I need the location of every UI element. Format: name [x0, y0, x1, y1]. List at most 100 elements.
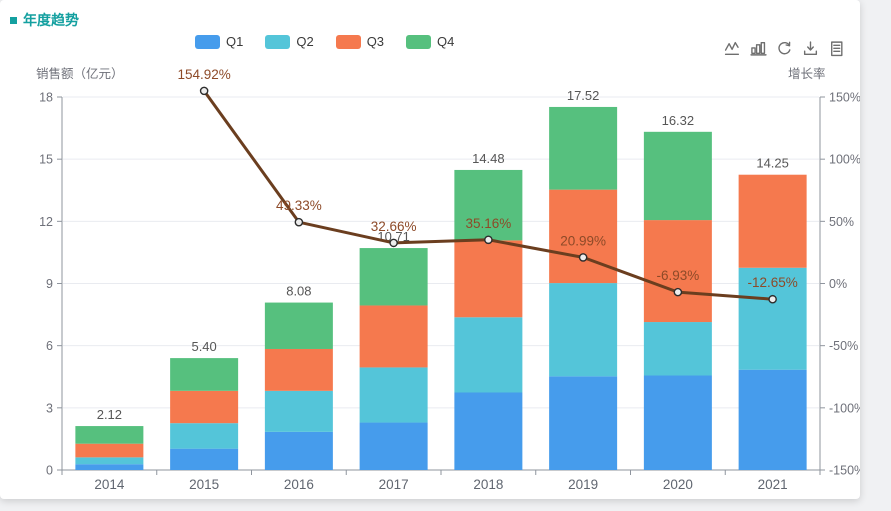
bar-2015-q1[interactable]: [170, 448, 239, 470]
toggle-bar-chart-icon[interactable]: [750, 40, 767, 57]
toggle-line-chart-icon[interactable]: [724, 40, 741, 57]
bar-2016-q3[interactable]: [264, 348, 333, 391]
bar-total-label: 5.40: [191, 339, 216, 354]
bar-2015-q3[interactable]: [170, 390, 239, 424]
bar-2019-q4[interactable]: [549, 106, 618, 190]
legend-swatch-q3-icon: [335, 34, 361, 49]
growth-point-label: 20.99%: [560, 233, 606, 248]
x-axis-label: 2017: [379, 477, 409, 492]
bar-total-label: 16.32: [662, 113, 695, 128]
right-axis-tick-label: 100%: [829, 153, 860, 167]
legend-item-q1[interactable]: Q1: [195, 34, 243, 49]
bar-2020-q2[interactable]: [643, 322, 712, 376]
right-axis-tick-label: -50%: [829, 339, 858, 353]
bar-2016-q2[interactable]: [264, 390, 333, 432]
bar-2016-q4[interactable]: [264, 302, 333, 349]
bar-2020-q1[interactable]: [643, 375, 712, 470]
bar-2021-q2[interactable]: [738, 267, 807, 370]
chart-card: 年度趋势 Q1 Q2 Q3 Q4 销售额（亿元） 增长率 0 3 6 9 12 15 18 -150…: [0, 0, 860, 499]
bar-2018-q4[interactable]: [454, 169, 523, 241]
bar-2021-q3[interactable]: [738, 174, 807, 268]
bar-2017-q2[interactable]: [359, 367, 428, 423]
bar-2017-q1[interactable]: [359, 422, 428, 470]
x-axis-label: 2016: [284, 477, 314, 492]
growth-point-2018[interactable]: [484, 235, 493, 245]
bar-2019-q2[interactable]: [549, 283, 618, 377]
growth-point-2021[interactable]: [768, 294, 777, 304]
bar-total-label: 14.25: [756, 156, 789, 171]
legend-swatch-q1-icon: [195, 34, 220, 49]
growth-point-2015[interactable]: [199, 86, 209, 96]
bar-total-label: 2.12: [97, 407, 122, 422]
legend-item-q3[interactable]: Q3: [335, 34, 385, 49]
x-axis-label: 2019: [568, 477, 598, 492]
bar-2021-q1[interactable]: [738, 369, 807, 470]
page-title: 年度趋势: [23, 12, 79, 28]
legend-label: Q4: [437, 34, 455, 49]
growth-point-label: 49.33%: [276, 198, 322, 213]
bar-2014-q3[interactable]: [75, 443, 144, 458]
growth-point-2020[interactable]: [673, 287, 683, 297]
growth-rate-line[interactable]: 154.92% 49.33% 32.66% 35.16% 20.99% -6.93% -12…: [177, 67, 798, 304]
data-view-icon[interactable]: [828, 40, 845, 57]
x-axis-label: 2014: [94, 477, 125, 492]
bar-2020-q4[interactable]: [643, 131, 712, 221]
right-axis-tick-label: -150%: [829, 464, 860, 478]
bar-total-label: 14.48: [472, 151, 505, 166]
right-axis-title: 增长率: [788, 67, 826, 81]
card-title-row: 年度趋势: [10, 10, 79, 30]
legend: Q1 Q2 Q3 Q4: [195, 34, 454, 49]
bar-2014-q1[interactable]: [75, 464, 144, 470]
legend-label: Q3: [366, 34, 385, 49]
growth-point-2017[interactable]: [389, 238, 398, 248]
right-axis-tick-label: 0%: [829, 277, 847, 291]
restore-icon[interactable]: [776, 40, 793, 57]
legend-item-q2[interactable]: Q2: [265, 34, 314, 49]
left-axis-tick-label: 12: [39, 215, 53, 229]
chart-toolbar: [724, 40, 845, 57]
left-axis-tick-label: 15: [39, 153, 53, 167]
x-axis-label: 2020: [663, 477, 693, 492]
left-axis-tick-label: 3: [46, 401, 53, 415]
bar-2016-q1[interactable]: [264, 431, 333, 470]
bar-2018-q2[interactable]: [454, 317, 523, 393]
bar-2015-q2[interactable]: [170, 423, 239, 449]
growth-point-label: 32.66%: [371, 219, 417, 234]
bar-2018-q3[interactable]: [454, 240, 523, 318]
right-axis-tick-label: -100%: [829, 401, 860, 415]
left-axis-tick-label: 6: [46, 339, 53, 353]
growth-point-label: -6.93%: [656, 268, 699, 283]
left-axis-tick-label: 18: [39, 91, 53, 105]
bar-2015-q4[interactable]: [170, 358, 239, 391]
right-axis-tick-label: 150%: [829, 91, 860, 105]
bar-2020-q3[interactable]: [643, 220, 712, 323]
growth-point-label: 154.92%: [177, 67, 230, 82]
save-image-icon[interactable]: [802, 40, 819, 57]
legend-label: Q2: [296, 34, 314, 49]
axes: 0 3 6 9 12 15 18 -150% -100% -50% 0% 50% 100% 150%: [39, 91, 860, 478]
growth-point-2019[interactable]: [578, 253, 588, 262]
bar-2019-q1[interactable]: [549, 376, 618, 470]
bar-total-label: 8.08: [286, 284, 311, 299]
title-bullet-icon: [10, 16, 17, 24]
right-axis-tick-label: 50%: [829, 215, 854, 229]
x-axis-label: 2018: [473, 477, 503, 492]
bar-2018-q1[interactable]: [454, 392, 523, 470]
bar-2019-q3[interactable]: [549, 189, 618, 284]
bar-2017-q3[interactable]: [359, 305, 428, 368]
growth-point-label: 35.16%: [465, 216, 511, 231]
left-axis-title: 销售额（亿元）: [36, 67, 124, 81]
growth-point-2016[interactable]: [294, 217, 304, 227]
x-axis-label: 2021: [758, 477, 788, 492]
bar-2014-q4[interactable]: [75, 426, 144, 444]
legend-label: Q1: [226, 34, 244, 49]
stacked-bars[interactable]: [75, 106, 807, 470]
left-axis-tick-label: 9: [46, 277, 53, 291]
growth-point-label: -12.65%: [747, 275, 797, 290]
legend-item-q4[interactable]: Q4: [406, 34, 454, 49]
trend-chart[interactable]: 0 3 6 9 12 15 18 -150% -100% -50% 0% 50% 100% 150% 201…: [0, 0, 860, 499]
bar-2014-q2[interactable]: [75, 457, 144, 465]
bar-total-label: 17.52: [567, 88, 600, 103]
x-axis-label: 2015: [189, 477, 219, 492]
bar-2017-q4[interactable]: [359, 248, 428, 306]
